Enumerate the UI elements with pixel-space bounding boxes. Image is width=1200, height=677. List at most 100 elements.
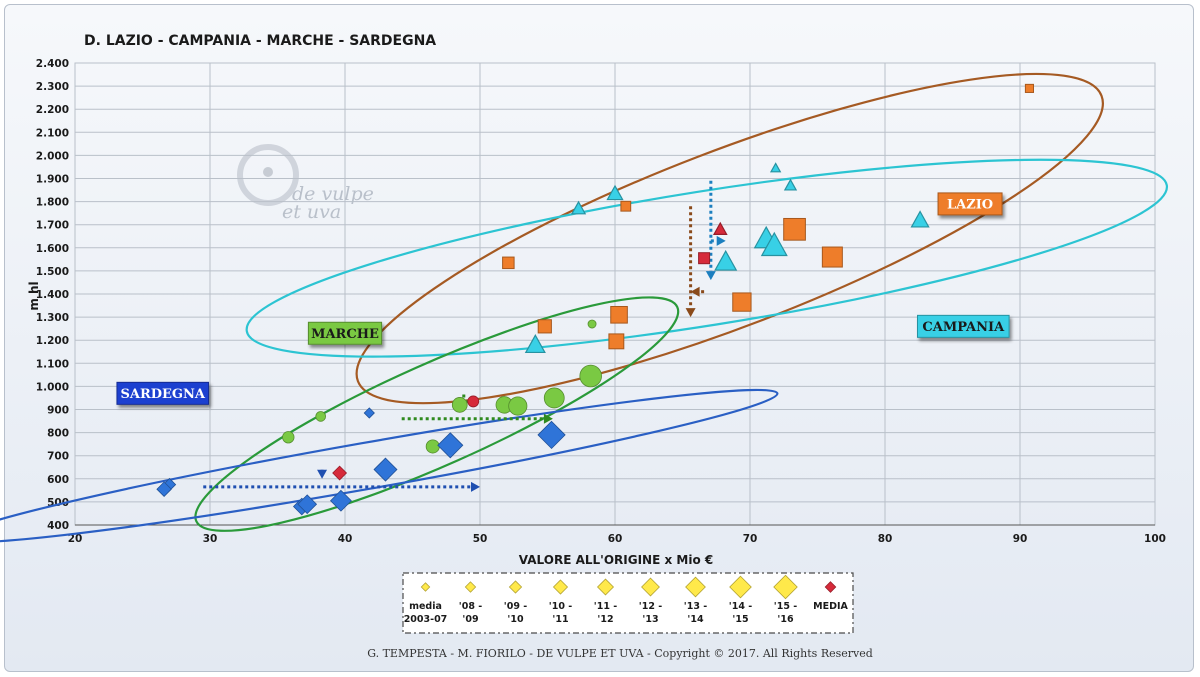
data-point-campania xyxy=(714,249,738,271)
legend-marker xyxy=(729,575,752,599)
data-point-sardegna xyxy=(363,407,375,419)
legend-item: '12 - '13 xyxy=(639,577,662,625)
arrow-sardegna-head xyxy=(471,481,480,492)
region-label-box xyxy=(116,381,210,405)
data-point-lazio xyxy=(608,333,625,350)
data-point-marche xyxy=(587,319,597,329)
watermark-text: et uva xyxy=(282,201,341,223)
y-tick-label: 700 xyxy=(47,451,69,463)
arrow-lazio-head xyxy=(685,308,696,318)
plot-grid xyxy=(74,62,1156,526)
region-label-box xyxy=(937,192,1003,216)
chart-title: D. LAZIO - CAMPANIA - MARCHE - SARDEGNA xyxy=(84,33,436,49)
y-tick-label: 2.100 xyxy=(36,127,69,139)
data-point-marche xyxy=(282,431,295,444)
region-label-box xyxy=(307,321,383,345)
y-tick-label: 1.200 xyxy=(36,335,69,347)
data-point-marche xyxy=(579,364,602,388)
legend-marker xyxy=(464,581,477,593)
watermark-circle xyxy=(237,144,299,206)
y-tick-label: 1.100 xyxy=(36,358,69,370)
data-point-campania xyxy=(769,162,782,173)
legend-marker xyxy=(552,579,569,595)
data-point-campania xyxy=(524,334,546,354)
legend-item: '10 - '11 xyxy=(549,579,572,625)
legend-item: MEDIA xyxy=(813,581,849,612)
x-tick-label: 20 xyxy=(68,533,83,545)
region-label-text: SARDEGNA xyxy=(120,387,205,402)
y-tick-label: 1.000 xyxy=(36,381,69,393)
data-point-marche xyxy=(543,387,565,409)
legend-label: '15 xyxy=(732,614,748,625)
data-point-campania xyxy=(910,210,930,228)
data-point-lazio xyxy=(502,256,515,270)
media-point-campania xyxy=(712,221,728,235)
x-tick-label: 50 xyxy=(473,533,488,545)
data-point-lazio xyxy=(620,200,632,212)
series-ellipses xyxy=(0,72,1169,544)
data-point-marche xyxy=(451,397,468,413)
legend-label: media xyxy=(409,601,442,612)
chart-frame xyxy=(4,4,1194,672)
legend-marker xyxy=(641,577,660,597)
media-point-marche xyxy=(467,395,480,408)
region-label-box xyxy=(917,314,1010,338)
y-tick-label: 2.300 xyxy=(36,81,69,93)
ellipse-campania xyxy=(245,158,1169,358)
legend: media 2003-07 '08 - '09 '09 - '10 '10 - '11 '11 … xyxy=(402,572,854,634)
legend-label: '14 xyxy=(687,614,704,625)
x-tick-label: 70 xyxy=(743,533,758,545)
data-point-lazio xyxy=(732,292,752,312)
y-tick-label: 2.000 xyxy=(36,150,69,162)
legend-item: '11 - '12 xyxy=(594,578,617,625)
x-tick-label: 100 xyxy=(1144,533,1166,545)
data-point-campania xyxy=(760,231,788,257)
legend-marker-media xyxy=(824,581,837,593)
arrow-campania-secondary-head xyxy=(716,235,726,246)
data-points xyxy=(156,83,1035,516)
legend-label: '09 - xyxy=(504,601,527,612)
legend-label: '13 - xyxy=(684,601,707,612)
legend-marker xyxy=(773,574,798,600)
data-point-marche xyxy=(315,411,327,422)
legend-label: '15 - xyxy=(774,601,797,612)
data-point-marche xyxy=(425,439,440,454)
data-point-lazio xyxy=(610,305,628,324)
y-tick-label: 1.300 xyxy=(36,312,69,324)
media-point-lazio xyxy=(698,252,711,265)
x-tick-label: 80 xyxy=(878,533,893,545)
ellipse-sardegna xyxy=(0,388,779,544)
data-point-marche xyxy=(508,396,528,416)
y-tick-label: 1.600 xyxy=(36,243,69,255)
legend-item: '09 - '10 xyxy=(504,580,527,625)
data-point-sardegna xyxy=(537,420,566,450)
legend-item: '08 - '09 xyxy=(459,581,482,625)
y-tick-label: 2.200 xyxy=(36,104,69,116)
data-point-lazio xyxy=(1024,83,1035,93)
data-point-sardegna xyxy=(156,481,172,497)
legend-item: '14 - '15 xyxy=(729,575,752,625)
legend-label: 2003-07 xyxy=(404,614,448,625)
data-point-sardegna xyxy=(437,432,464,459)
region-label-sardegna: SARDEGNA xyxy=(116,381,210,405)
arrow-sardegna-secondary-head xyxy=(317,469,328,479)
region-labels: LAZIO CAMPANIA MARCHE SARDEGNA xyxy=(116,192,1010,405)
legend-label: '08 - xyxy=(459,601,482,612)
region-label-text: LAZIO xyxy=(947,197,993,212)
data-point-sardegna xyxy=(373,457,398,482)
legend-label: '11 - xyxy=(594,601,617,612)
region-label-marche: MARCHE xyxy=(307,321,383,345)
legend-label: '12 xyxy=(597,614,613,625)
legend-label: '16 xyxy=(777,614,794,625)
x-axis-title: VALORE ALL'ORIGINE x Mio € xyxy=(519,553,713,567)
legend-label: '12 - xyxy=(639,601,662,612)
arrow-campania-head xyxy=(705,271,716,281)
footer-credit: G. TEMPESTA - M. FIORILO - DE VULPE ET U… xyxy=(367,647,873,660)
y-axis-title: m hl xyxy=(27,281,41,310)
legend-item: '15 - '16 xyxy=(773,574,798,625)
region-label-lazio: LAZIO xyxy=(937,192,1003,216)
legend-marker xyxy=(508,580,523,594)
y-tick-label: 800 xyxy=(47,428,69,440)
